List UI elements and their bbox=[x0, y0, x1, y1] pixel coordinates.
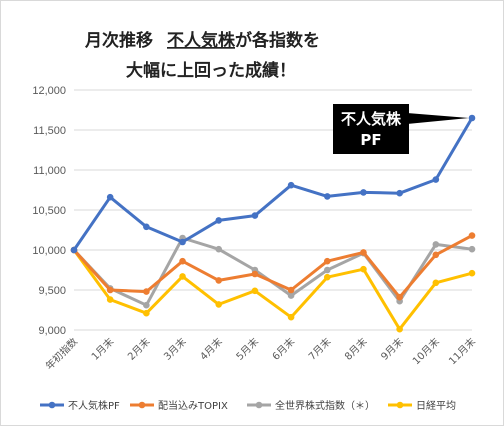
y-tick-label: 9,500 bbox=[38, 285, 66, 297]
data-point bbox=[179, 257, 186, 265]
data-point bbox=[396, 293, 403, 301]
data-point bbox=[143, 309, 150, 317]
data-point bbox=[323, 257, 331, 265]
x-tick-label: 10月末 bbox=[410, 335, 442, 367]
data-point bbox=[396, 325, 403, 333]
data-point bbox=[251, 270, 259, 278]
y-tick-label: 10,500 bbox=[32, 205, 66, 217]
data-point bbox=[215, 245, 223, 253]
data-point bbox=[143, 301, 150, 309]
x-axis-ticks: 年初指数 1月末 2月末 3月末 4月末 5月末 6月末 7月末 8月末 9月末 10月末 11月末 bbox=[43, 335, 478, 372]
data-point bbox=[215, 301, 223, 308]
data-point bbox=[468, 269, 476, 277]
data-point bbox=[215, 217, 223, 224]
chart-title-line2: 大幅に上回った成績！ bbox=[126, 60, 296, 81]
series-line bbox=[72, 236, 474, 307]
callout-box bbox=[333, 104, 409, 154]
series-line bbox=[72, 234, 474, 299]
x-tick-label: 4月末 bbox=[197, 335, 225, 363]
legend-label: 日経平均 bbox=[416, 399, 456, 412]
data-point bbox=[360, 249, 367, 256]
x-tick-label: 6月末 bbox=[269, 335, 297, 363]
data-point bbox=[287, 286, 295, 294]
data-point bbox=[323, 266, 331, 274]
callout-line1: 不人気株 bbox=[341, 110, 402, 128]
data-point bbox=[179, 273, 186, 280]
x-tick-label: 5月末 bbox=[233, 335, 261, 363]
legend-swatch-marker bbox=[48, 401, 56, 409]
x-tick-label: 7月末 bbox=[306, 335, 334, 363]
gridlines bbox=[74, 89, 472, 331]
series-lines bbox=[70, 114, 476, 333]
y-tick-label: 12,000 bbox=[32, 85, 66, 97]
data-point bbox=[106, 286, 114, 294]
data-point bbox=[143, 223, 150, 231]
legend-label: 全世界株式指数（＊） bbox=[275, 399, 375, 412]
chart-title-highlight: 不人気株 bbox=[167, 30, 236, 51]
legend-swatch-marker bbox=[255, 401, 263, 409]
y-tick-label: 11,000 bbox=[33, 165, 66, 177]
x-tick-label: 2月末 bbox=[125, 335, 153, 363]
data-point bbox=[360, 189, 367, 196]
x-tick-label: 9月末 bbox=[378, 335, 406, 363]
callout-line2: PF bbox=[360, 131, 381, 149]
y-tick-label: 9,000 bbox=[38, 325, 66, 337]
data-point bbox=[106, 193, 114, 201]
data-point bbox=[468, 114, 476, 122]
data-point bbox=[70, 246, 78, 254]
x-tick-label: 11月末 bbox=[446, 335, 478, 367]
data-point bbox=[287, 292, 295, 299]
data-point bbox=[287, 313, 295, 321]
data-point bbox=[323, 273, 331, 281]
callout-pointer bbox=[407, 113, 469, 124]
pf-callout: 不人気株 PF bbox=[333, 104, 469, 154]
legend: 不人気株PF 配当込みTOPIX 全世界株式指数（＊） 日経平均 bbox=[40, 399, 456, 412]
data-point bbox=[323, 193, 331, 200]
y-tick-label: 11,500 bbox=[33, 125, 66, 137]
y-tick-label: 10,000 bbox=[32, 245, 66, 257]
chart-title-line1: 月次推移 不人気株が各指数を bbox=[84, 30, 320, 51]
data-point bbox=[432, 251, 440, 259]
series-line bbox=[72, 116, 474, 252]
x-tick-label: 年初指数 bbox=[43, 335, 80, 372]
y-axis-ticks: 9,000 9,500 10,000 10,500 11,000 11,500 12,000 bbox=[32, 85, 66, 337]
data-point bbox=[396, 189, 403, 197]
data-point bbox=[432, 176, 440, 183]
data-point bbox=[143, 288, 150, 295]
legend-label: 配当込みTOPIX bbox=[158, 399, 228, 412]
x-tick-label: 1月末 bbox=[88, 335, 116, 363]
data-point bbox=[106, 296, 114, 303]
data-point bbox=[251, 212, 259, 219]
data-point bbox=[251, 287, 259, 295]
legend-swatch-marker bbox=[396, 401, 404, 409]
data-point bbox=[468, 232, 476, 239]
data-point bbox=[287, 181, 295, 189]
data-point bbox=[360, 265, 367, 273]
data-point bbox=[432, 279, 440, 287]
data-point bbox=[432, 241, 440, 248]
legend-swatch-marker bbox=[138, 401, 146, 409]
series-line bbox=[72, 248, 474, 331]
legend-label: 不人気株PF bbox=[68, 399, 120, 412]
x-tick-label: 3月末 bbox=[161, 335, 189, 363]
data-point bbox=[215, 277, 223, 284]
x-tick-label: 8月末 bbox=[342, 335, 370, 363]
data-point bbox=[468, 245, 476, 253]
data-point bbox=[179, 238, 186, 246]
